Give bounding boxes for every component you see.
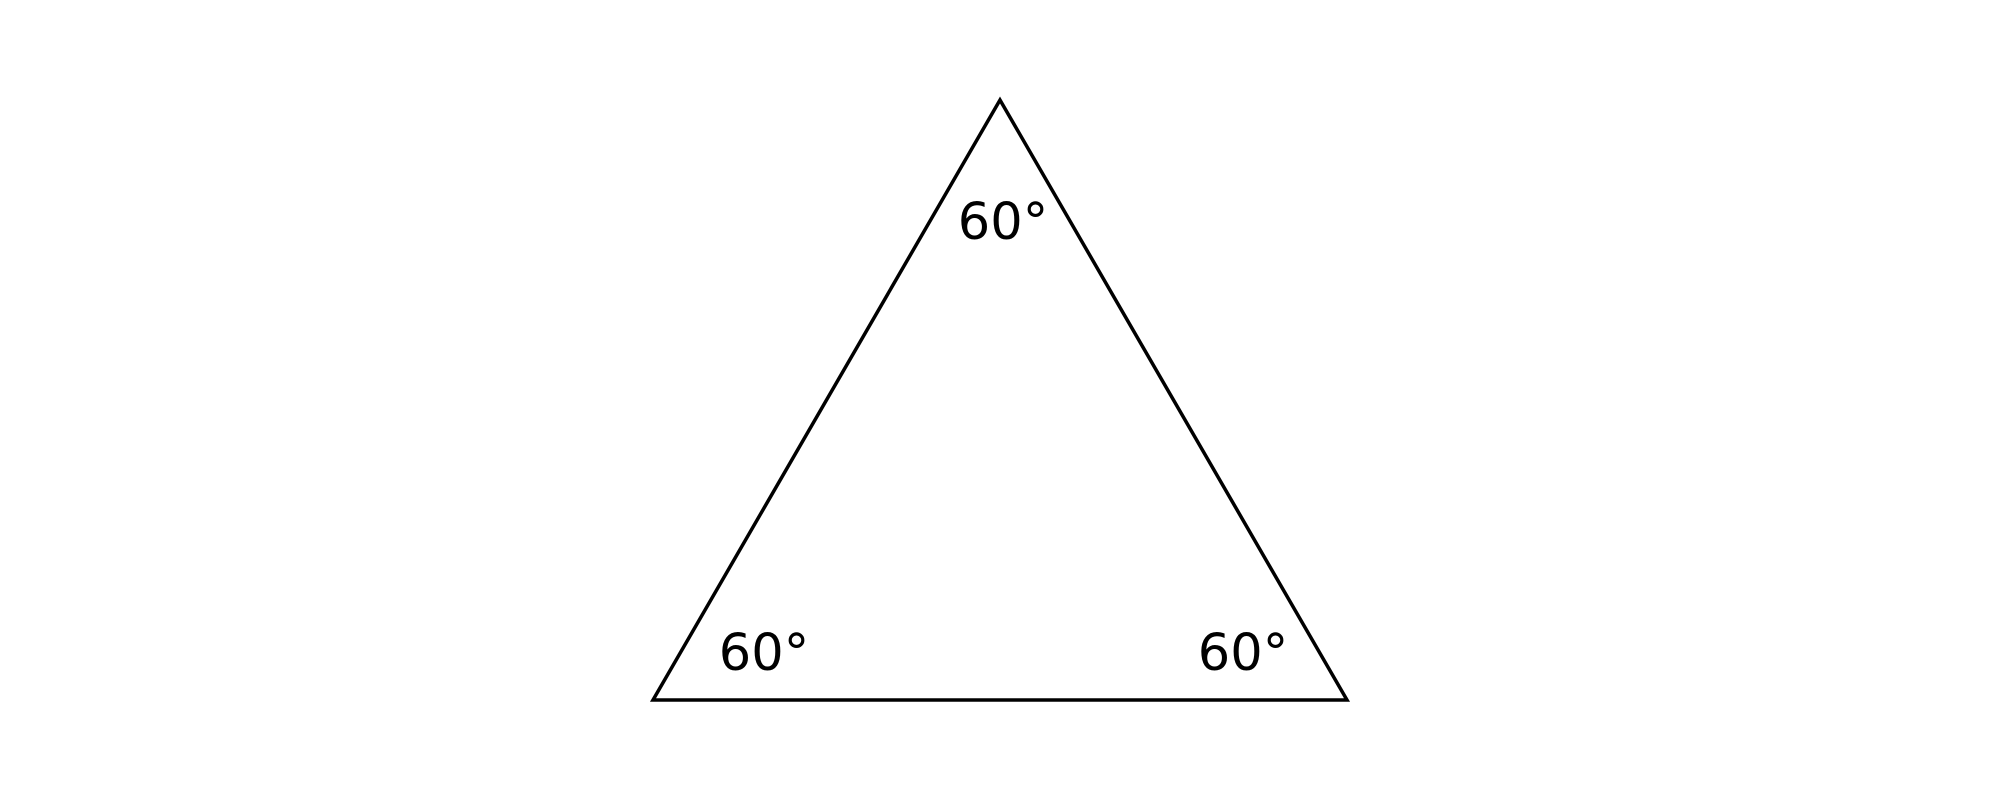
angle-label-bottom-left: 60°	[719, 624, 809, 683]
triangle-outline	[649, 96, 1351, 702]
angle-label-bottom-right: 60°	[1198, 624, 1288, 683]
angle-label-top: 60°	[958, 193, 1048, 252]
